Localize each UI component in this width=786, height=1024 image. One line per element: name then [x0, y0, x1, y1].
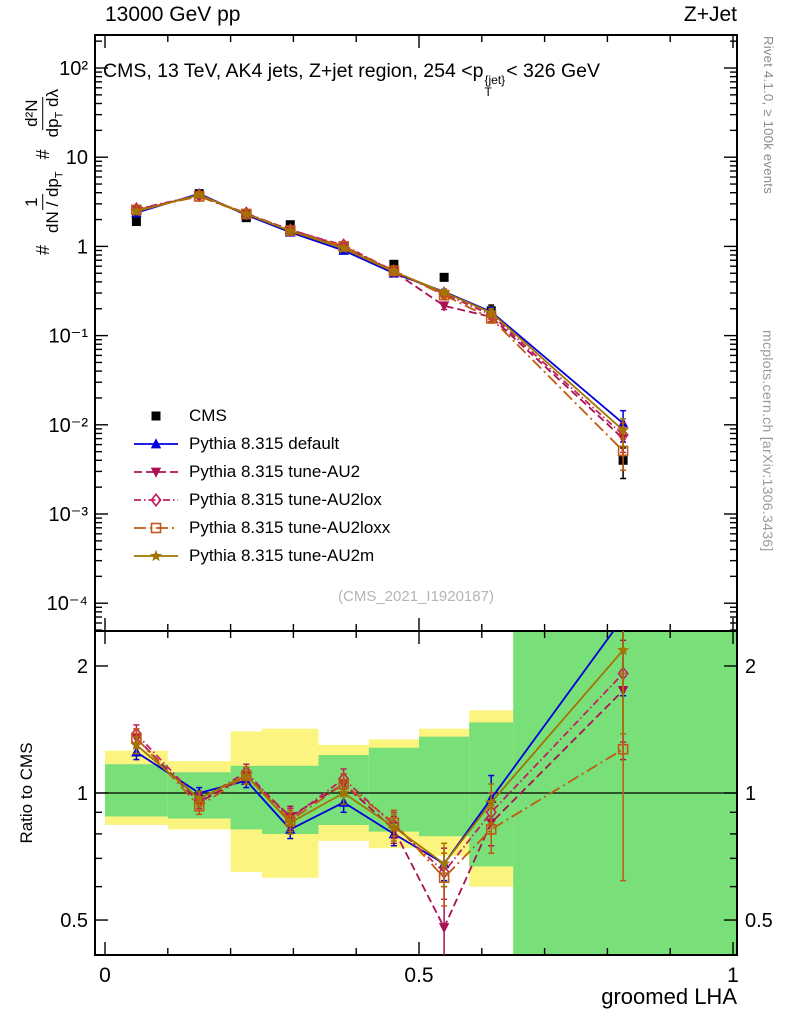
x-tick-label: 1 [727, 964, 739, 987]
pt-superscript: {jet} [484, 73, 506, 87]
series-line-pythia-au2 [136, 194, 624, 440]
main-y-tick-label: 10 [66, 147, 88, 169]
ratio-y-tick-label-right: 2 [745, 656, 756, 678]
ylabel-fraction-1: 1 dN / dpT [22, 171, 66, 233]
legend-item-pythia-default: Pythia 8.315 default [132, 432, 390, 455]
rivet-version-note: Rivet 4.1.0, ≥ 100k events [761, 36, 776, 195]
legend-label: Pythia 8.315 tune-AU2 [189, 461, 361, 481]
hash-symbol: # [33, 244, 54, 255]
legend: CMS Pythia 8.315 default Pythia 8.315 tune… [132, 404, 390, 567]
main-y-tick-label: 10⁻³ [49, 504, 89, 526]
series-line-pythia-au2loxx [136, 195, 624, 452]
ratio-y-tick-label: 2 [77, 656, 88, 678]
legend-item-pythia-au2loxx: Pythia 8.315 tune-AU2loxx [132, 516, 390, 539]
marker-star [617, 423, 630, 436]
beam-energy-label: 13000 GeV pp [105, 3, 241, 26]
marker-star [438, 285, 451, 298]
legend-label: Pythia 8.315 default [189, 433, 340, 453]
marker-star [485, 796, 498, 808]
legend-sample-triangle-down-filled [134, 467, 178, 478]
main-y-tick-label: 10² [59, 58, 88, 80]
marker-square-open [150, 522, 162, 533]
main-y-tick-label: 10⁻² [49, 415, 89, 437]
marker-star [240, 769, 253, 781]
process-label: Z+Jet [683, 3, 737, 26]
ratio-series [130, 612, 630, 955]
hash-symbol: # [33, 149, 54, 160]
marker-triangle-up [618, 612, 628, 622]
axis-tick-labels: 10² 10 1 10⁻¹ 10⁻² 10⁻³ 10⁻⁴ 2 2 1 1 0.5 0.5 0 0.5 1 [47, 58, 773, 987]
legend-label: Pythia 8.315 tune-AU2m [189, 545, 375, 565]
marker-star [387, 820, 400, 833]
x-tick-label: 0.5 [404, 964, 433, 987]
series-line-pythia-au2m [136, 193, 624, 431]
main-y-tick-label: 10⁻¹ [49, 326, 89, 348]
main-y-tick-label: 1 [77, 236, 88, 258]
legend-sample-star-filled [134, 549, 178, 561]
marker-star [337, 786, 350, 799]
plot-title-text: CMS, 13 TeV, AK4 jets, Z+jet region, 254… [103, 60, 484, 82]
marker-star [485, 306, 498, 318]
series-line-pythia-default [136, 192, 624, 424]
marker-star [150, 549, 162, 561]
marker-triangle-down [438, 301, 450, 312]
marker-triangle-up [150, 437, 162, 448]
marker-star [130, 205, 143, 217]
marker-star [387, 265, 400, 277]
pt-subscript: T [484, 85, 492, 99]
ylabel-fraction-2: d²N dpT dλ [22, 89, 66, 138]
marker-triangle-down [438, 923, 450, 934]
legend-label: Pythia 8.315 tune-AU2loxx [189, 517, 391, 537]
marker-diamond-open [150, 492, 162, 507]
marker-square-open [617, 743, 629, 755]
marker-star [284, 816, 297, 828]
legend-sample-triangle-up-filled [134, 437, 178, 448]
analysis-id-watermark: (CMS_2021_I1920187) [338, 588, 494, 605]
legend-sample-square-filled [151, 411, 161, 420]
marker-star [193, 792, 206, 804]
ratio-line-pythia-au2loxx [135, 737, 624, 879]
ratio-y-tick-label: 1 [77, 783, 88, 805]
x-axis-label: groomed LHA [601, 984, 737, 1009]
pt-jet-stack: {jet} T [485, 74, 506, 98]
marker-star [193, 188, 206, 200]
plot-title: CMS, 13 TeV, AK4 jets, Z+jet region, 254… [103, 60, 600, 98]
legend-sample-square-open [134, 522, 178, 533]
ratio-y-tick-label: 0.5 [60, 910, 88, 932]
stat-uncertainty-band [419, 736, 470, 837]
marker-square-filled [151, 411, 161, 420]
legend-item-cms: CMS [132, 404, 390, 427]
marker-star [240, 207, 253, 220]
marker-star [337, 242, 350, 254]
ratio-y-tick-label-right: 0.5 [745, 910, 773, 932]
main-series [130, 187, 630, 480]
marker-star [284, 224, 297, 237]
ratio-y-axis-label: Ratio to CMS [17, 742, 36, 844]
legend-item-pythia-au2m: Pythia 8.315 tune-AU2m [132, 544, 390, 567]
mcplots-attribution-note: mcplots.cern.ch [arXiv:1306.3436] [760, 330, 776, 552]
stat-uncertainty-band [105, 764, 168, 817]
marker-star [130, 738, 143, 751]
main-y-tick-label: 10⁻⁴ [47, 593, 88, 615]
marker-square-filled [131, 217, 141, 227]
legend-item-pythia-au2: Pythia 8.315 tune-AU2 [132, 460, 390, 483]
legend-sample-diamond-open [134, 492, 178, 507]
marker-square-open [485, 824, 497, 835]
x-tick-label: 0 [99, 964, 111, 987]
series-line-pythia-au2lox [136, 194, 624, 436]
plot-title-text-end: < 326 GeV [506, 60, 600, 82]
marker-square-filled [439, 272, 449, 282]
axis-ticks [95, 35, 737, 955]
ratio-y-tick-label-right: 1 [745, 783, 756, 805]
legend-item-pythia-au2lox: Pythia 8.315 tune-AU2lox [132, 488, 390, 511]
legend-label: CMS [189, 405, 227, 425]
marker-star [438, 857, 451, 869]
marker-star [617, 643, 630, 656]
main-y-axis-label: # 1 dN / dpT # d²N dpT dλ [22, 89, 66, 255]
marker-triangle-down [150, 467, 162, 478]
legend-label: Pythia 8.315 tune-AU2lox [189, 489, 382, 509]
